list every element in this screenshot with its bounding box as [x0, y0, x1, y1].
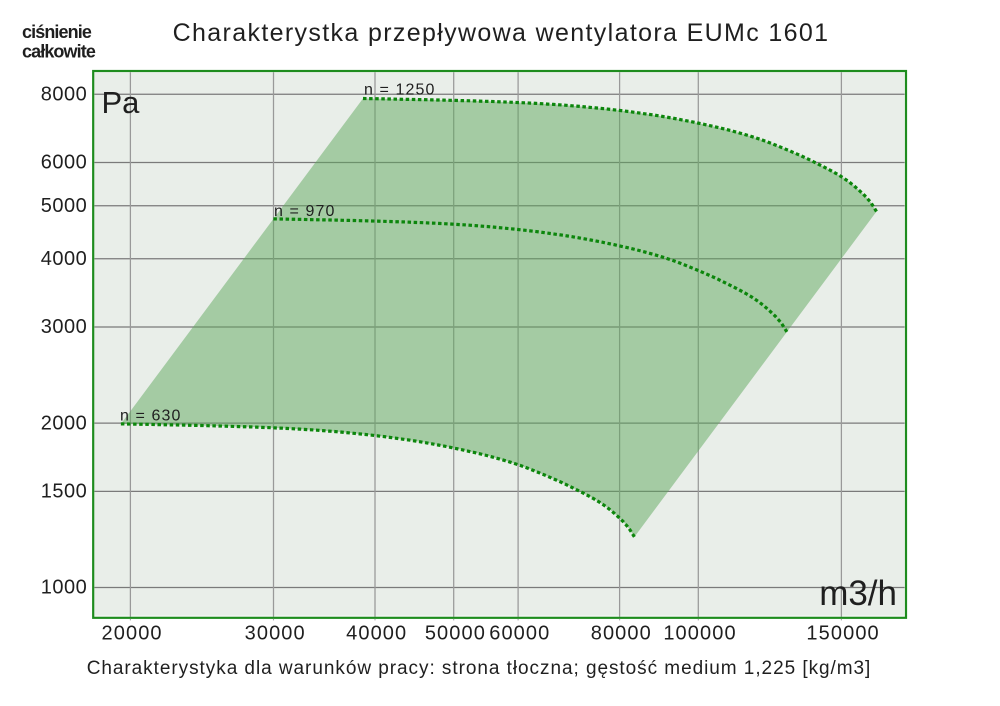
svg-text:20000: 20000: [102, 623, 163, 645]
svg-text:n = 970: n = 970: [274, 203, 336, 220]
svg-text:ciśnienie: ciśnienie: [22, 22, 92, 42]
svg-text:4000: 4000: [41, 248, 88, 270]
svg-text:150000: 150000: [806, 623, 879, 645]
svg-text:30000: 30000: [245, 623, 306, 645]
svg-text:n = 1250: n = 1250: [364, 82, 436, 99]
svg-text:1000: 1000: [41, 577, 88, 599]
svg-text:100000: 100000: [663, 623, 736, 645]
svg-text:Pa: Pa: [102, 85, 141, 120]
svg-text:40000: 40000: [346, 623, 407, 645]
svg-text:n = 630: n = 630: [120, 407, 182, 424]
svg-text:6000: 6000: [41, 152, 88, 174]
svg-text:1500: 1500: [41, 481, 88, 503]
svg-text:3000: 3000: [41, 316, 88, 338]
svg-text:50000: 50000: [425, 623, 486, 645]
svg-text:całkowite: całkowite: [22, 42, 96, 62]
svg-text:2000: 2000: [41, 412, 88, 434]
svg-text:Charakterystyka dla warunków p: Charakterystyka dla warunków pracy: stro…: [87, 658, 872, 679]
svg-text:Charakterystka przepływowa wen: Charakterystka przepływowa wentylatora E…: [173, 19, 830, 47]
svg-text:m3/h: m3/h: [819, 574, 897, 613]
svg-text:5000: 5000: [41, 195, 88, 217]
svg-text:80000: 80000: [591, 623, 652, 645]
svg-text:60000: 60000: [489, 623, 550, 645]
svg-text:8000: 8000: [41, 84, 88, 106]
